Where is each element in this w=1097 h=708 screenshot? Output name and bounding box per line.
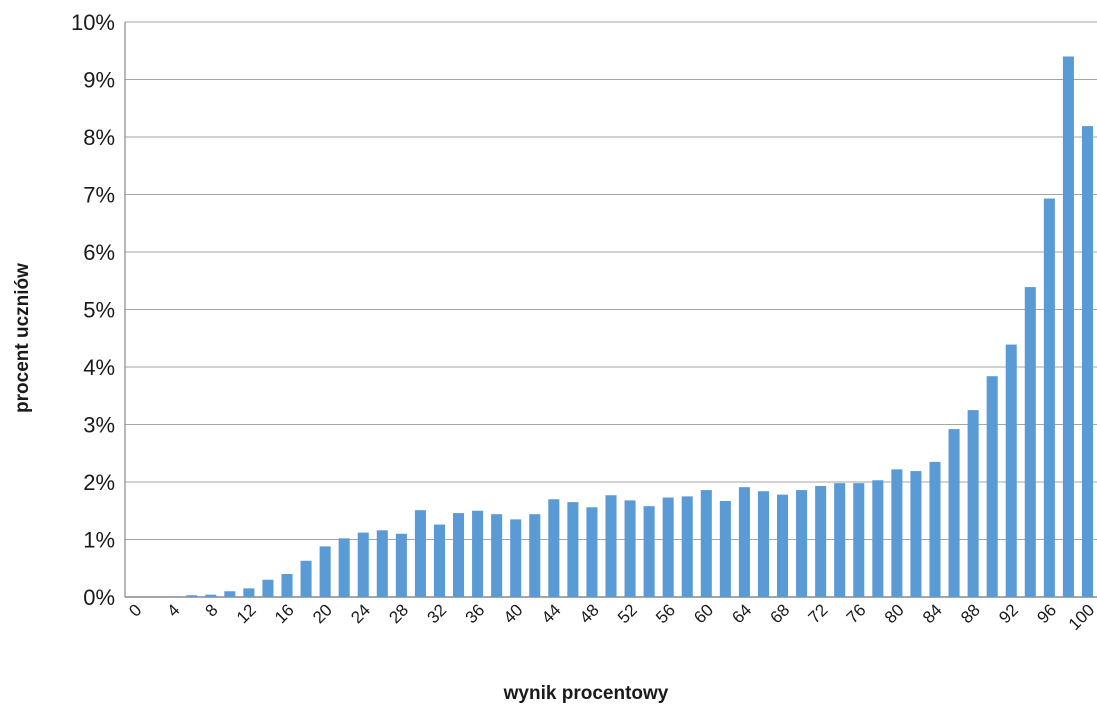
bar (815, 486, 827, 597)
y-tick-label: 4% (83, 355, 115, 380)
x-tick-label: 20 (309, 600, 336, 627)
bar (681, 496, 693, 597)
gridlines (124, 21, 1097, 598)
x-tick-label: 76 (843, 600, 870, 627)
y-tick-label: 3% (83, 413, 115, 438)
bar (491, 514, 503, 597)
x-tick-label: 68 (767, 600, 794, 627)
x-tick-label: 0 (125, 600, 145, 620)
bar (986, 376, 998, 597)
bar (948, 429, 960, 597)
y-tick-label: 0% (83, 585, 115, 610)
y-tick-label: 2% (83, 470, 115, 495)
x-tick-label: 92 (995, 600, 1022, 627)
x-tick-label: 96 (1033, 600, 1060, 627)
bar (1024, 287, 1036, 597)
bar (910, 471, 922, 597)
bar (662, 497, 674, 597)
x-tick-label: 32 (423, 600, 450, 627)
y-tick-label: 5% (83, 298, 115, 323)
bar (1062, 56, 1074, 597)
bar (757, 491, 769, 597)
bar (224, 591, 236, 597)
bar (624, 500, 636, 597)
x-axis-ticks: 0 4 8 12 16 20 24 28 32 36 40 44 48 52 56 60 64 68 72 76 80 8… (125, 600, 1097, 633)
bar (853, 483, 865, 597)
y-tick-label: 10% (71, 10, 115, 35)
bar (967, 410, 979, 597)
x-tick-label: 52 (614, 600, 641, 627)
bar (1081, 126, 1093, 597)
y-axis-title: procent uczniów (12, 263, 33, 413)
x-tick-label: 72 (805, 600, 832, 627)
bar (453, 513, 465, 597)
bars (186, 56, 1093, 597)
x-tick-label: 64 (728, 600, 755, 627)
bar (548, 499, 560, 597)
bar (738, 487, 750, 597)
bar (719, 500, 731, 597)
bar (567, 502, 579, 597)
y-tick-label: 9% (83, 68, 115, 93)
bar (395, 533, 407, 597)
y-tick-label: 7% (83, 183, 115, 208)
bar (205, 594, 217, 597)
bar (777, 494, 789, 597)
x-tick-label: 48 (576, 600, 603, 627)
y-axis-ticks: 0% 1% 2% 3% 4% 5% 6% 7% 8% 9% 10% (71, 10, 115, 610)
bar (834, 483, 846, 597)
x-tick-label: 28 (385, 600, 412, 627)
x-tick-label: 100 (1065, 600, 1097, 633)
x-tick-label: 8 (201, 600, 221, 620)
x-tick-label: 12 (233, 600, 260, 627)
bar (1043, 198, 1055, 597)
bar (300, 560, 312, 597)
x-tick-label: 84 (919, 600, 946, 627)
x-tick-label: 88 (957, 600, 984, 627)
x-tick-label: 80 (881, 600, 908, 627)
bar (433, 524, 445, 597)
y-tick-label: 1% (83, 528, 115, 553)
bar (281, 574, 293, 597)
bar (243, 588, 255, 597)
bar (872, 480, 884, 597)
bar (357, 532, 369, 597)
bar (700, 490, 712, 597)
x-tick-label: 4 (163, 600, 183, 620)
bar (1005, 344, 1017, 597)
y-tick-label: 6% (83, 240, 115, 265)
bar (929, 461, 941, 597)
x-tick-label: 40 (500, 600, 527, 627)
bar (586, 507, 598, 597)
bar (338, 538, 350, 597)
bar (414, 510, 426, 597)
bar (891, 469, 903, 597)
x-tick-label: 60 (690, 600, 717, 627)
x-tick-label: 16 (271, 600, 298, 627)
bar (376, 530, 388, 597)
bar (510, 519, 522, 597)
bar (643, 506, 655, 597)
bar (529, 514, 541, 597)
bar (605, 495, 617, 597)
bar (319, 546, 331, 597)
x-tick-label: 36 (462, 600, 489, 627)
x-axis-title: wynik procentowy (503, 683, 669, 704)
bar (472, 510, 484, 597)
x-tick-label: 24 (347, 600, 374, 627)
bar (186, 595, 198, 597)
x-tick-label: 56 (652, 600, 679, 627)
bar (262, 579, 274, 597)
bar (796, 490, 808, 597)
x-tick-label: 44 (538, 600, 565, 627)
y-tick-label: 8% (83, 125, 115, 150)
